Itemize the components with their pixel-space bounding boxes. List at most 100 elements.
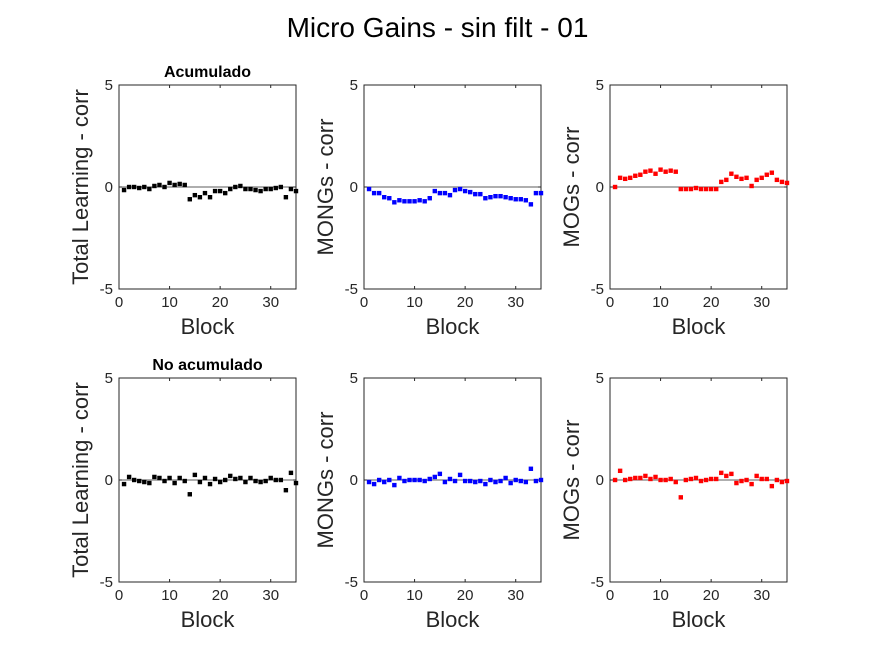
data-point xyxy=(719,179,724,185)
data-point xyxy=(273,185,278,191)
x-tick-label: 20 xyxy=(703,294,720,311)
data-point xyxy=(698,478,704,484)
data-point xyxy=(452,187,458,193)
data-point xyxy=(779,479,785,485)
data-point xyxy=(473,191,478,197)
data-point xyxy=(417,477,422,483)
data-point xyxy=(483,196,488,201)
data-point xyxy=(182,182,187,188)
x-tick-label: 30 xyxy=(753,294,770,311)
data-point xyxy=(437,471,443,477)
data-point xyxy=(142,184,147,190)
data-point xyxy=(462,188,468,194)
data-point xyxy=(258,188,263,194)
data-point xyxy=(177,475,182,481)
x-tick-label: 20 xyxy=(212,587,229,604)
data-point xyxy=(528,202,534,207)
y-tick-label: -5 xyxy=(591,281,604,298)
data-point xyxy=(759,175,764,181)
x-tick-label: 30 xyxy=(262,587,279,604)
y-tick-label: -5 xyxy=(591,574,604,591)
data-point xyxy=(157,475,162,481)
x-tick-label: 20 xyxy=(212,294,229,311)
data-point xyxy=(243,479,248,485)
y-tick-label: -5 xyxy=(100,574,113,591)
data-point xyxy=(278,477,284,483)
x-tick-label: 0 xyxy=(360,587,368,604)
data-point xyxy=(366,479,372,485)
data-point xyxy=(764,172,769,177)
data-point xyxy=(197,479,203,485)
y-tick-label: 5 xyxy=(105,77,113,94)
data-point xyxy=(769,483,775,489)
x-axis-label: Block xyxy=(672,607,727,632)
data-point xyxy=(248,475,253,481)
data-point xyxy=(131,477,137,483)
y-tick-label: 5 xyxy=(350,370,358,387)
data-point xyxy=(478,478,483,484)
data-point xyxy=(233,184,238,190)
y-tick-label: 0 xyxy=(596,472,604,489)
data-point xyxy=(172,182,177,188)
x-tick-label: 0 xyxy=(115,294,123,311)
x-axis-label: Block xyxy=(426,314,481,339)
data-point xyxy=(468,189,473,195)
data-point xyxy=(678,186,683,192)
data-point xyxy=(142,479,147,485)
data-point xyxy=(759,476,764,482)
x-tick-label: 0 xyxy=(360,294,368,311)
data-point xyxy=(376,477,382,483)
y-tick-label: 5 xyxy=(105,370,113,387)
data-point xyxy=(137,185,142,191)
y-tick-label: 5 xyxy=(596,370,604,387)
data-point xyxy=(754,177,759,183)
y-tick-label: -5 xyxy=(345,574,358,591)
y-axis-label: MONGs - corr xyxy=(313,119,338,256)
x-tick-label: 30 xyxy=(753,587,770,604)
data-point xyxy=(182,478,187,484)
data-point xyxy=(693,185,699,191)
data-point xyxy=(724,473,729,479)
x-tick-label: 30 xyxy=(507,294,524,311)
data-point xyxy=(407,477,412,483)
data-point xyxy=(126,474,132,480)
x-tick-label: 0 xyxy=(115,587,123,604)
data-point xyxy=(734,174,739,179)
data-point xyxy=(653,171,658,176)
data-point xyxy=(228,473,233,479)
data-point xyxy=(648,168,653,173)
data-point xyxy=(437,190,443,196)
y-tick-label: 0 xyxy=(350,179,358,196)
data-point xyxy=(422,478,427,484)
data-point xyxy=(217,479,223,485)
data-point xyxy=(202,475,208,481)
data-point xyxy=(223,190,228,196)
figure-title: Micro Gains - sin filt - 01 xyxy=(286,12,589,43)
y-tick-label: 5 xyxy=(350,77,358,94)
data-point xyxy=(152,474,157,480)
data-point xyxy=(508,196,513,201)
data-point xyxy=(258,479,263,485)
data-point xyxy=(457,472,463,478)
x-tick-label: 10 xyxy=(652,587,669,604)
data-point xyxy=(192,192,198,198)
data-point xyxy=(162,478,167,484)
data-point xyxy=(167,180,172,186)
data-point xyxy=(212,476,218,482)
data-point xyxy=(283,488,289,493)
data-point xyxy=(612,184,618,190)
data-point xyxy=(283,195,289,200)
data-point xyxy=(633,475,638,481)
data-point xyxy=(157,182,162,188)
data-point xyxy=(397,198,402,203)
x-tick-label: 20 xyxy=(703,587,720,604)
data-point xyxy=(739,176,744,182)
data-point xyxy=(488,477,493,483)
data-point xyxy=(382,479,387,485)
x-tick-label: 30 xyxy=(262,294,279,311)
subplot-title: No acumulado xyxy=(152,357,262,374)
data-point xyxy=(121,187,127,193)
data-point xyxy=(121,481,127,487)
data-point xyxy=(488,195,493,200)
